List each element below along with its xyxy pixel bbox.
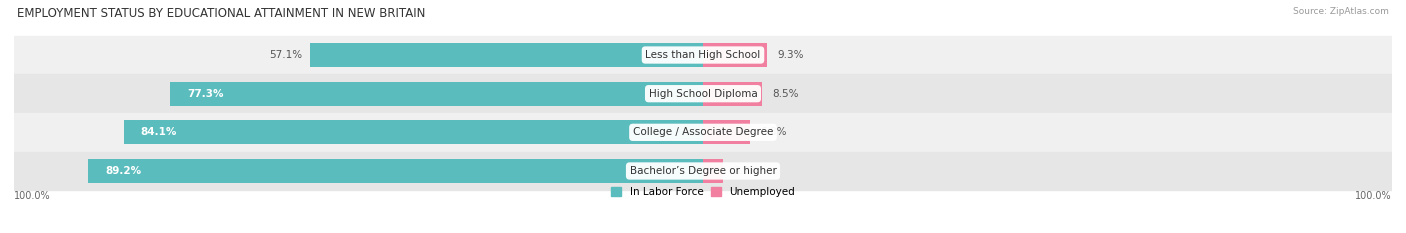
Legend: In Labor Force, Unemployed: In Labor Force, Unemployed [606, 183, 800, 201]
Text: 100.0%: 100.0% [1355, 191, 1392, 201]
Text: 57.1%: 57.1% [270, 50, 302, 60]
Text: 2.9%: 2.9% [734, 166, 759, 176]
Text: College / Associate Degree: College / Associate Degree [633, 127, 773, 137]
Text: EMPLOYMENT STATUS BY EDUCATIONAL ATTAINMENT IN NEW BRITAIN: EMPLOYMENT STATUS BY EDUCATIONAL ATTAINM… [17, 7, 425, 20]
Bar [309, 43, 703, 67]
Text: 6.8%: 6.8% [761, 127, 787, 137]
Text: 89.2%: 89.2% [105, 166, 142, 176]
Text: Source: ZipAtlas.com: Source: ZipAtlas.com [1294, 7, 1389, 16]
Bar [89, 159, 703, 183]
Bar [14, 152, 1392, 190]
Bar [124, 120, 703, 144]
Text: 9.3%: 9.3% [778, 50, 804, 60]
Text: 77.3%: 77.3% [187, 89, 224, 99]
Bar [703, 159, 723, 183]
Text: 100.0%: 100.0% [14, 191, 51, 201]
Bar [703, 82, 762, 106]
Bar [14, 113, 1392, 152]
Text: Less than High School: Less than High School [645, 50, 761, 60]
Bar [14, 36, 1392, 74]
Bar [170, 82, 703, 106]
Text: High School Diploma: High School Diploma [648, 89, 758, 99]
Text: Bachelor’s Degree or higher: Bachelor’s Degree or higher [630, 166, 776, 176]
Text: 8.5%: 8.5% [772, 89, 799, 99]
Bar [14, 74, 1392, 113]
Bar [703, 120, 749, 144]
Bar [703, 43, 768, 67]
Text: 84.1%: 84.1% [141, 127, 177, 137]
